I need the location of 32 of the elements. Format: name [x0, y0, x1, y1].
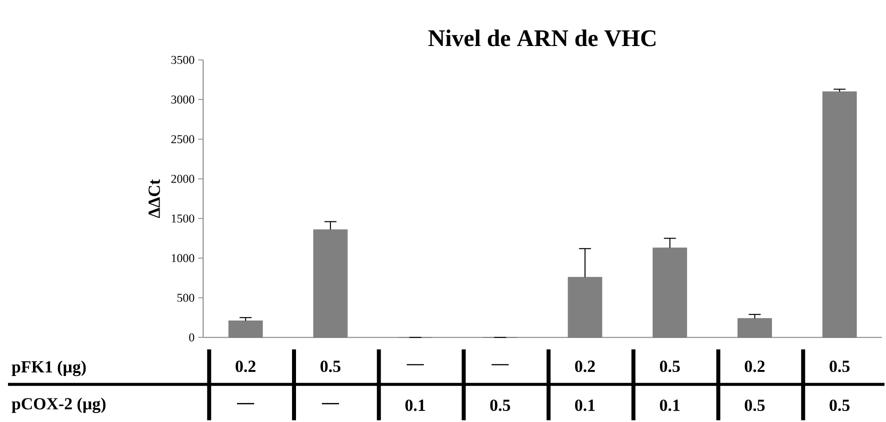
y-tick-label: 3500 [171, 56, 194, 64]
y-tick-label: 3000 [171, 95, 194, 104]
text: 0.1 [660, 399, 680, 411]
y-tick-label: 1500 [172, 214, 194, 222]
bar [228, 320, 263, 338]
y-axis-title: ΔΔCt [148, 179, 160, 218]
y-tick-label: 2500 [171, 135, 194, 144]
bar [822, 91, 857, 338]
y-tick-label: 2000 [171, 174, 194, 183]
y-tick-label: 500 [177, 294, 194, 302]
x-tick-label: 0.2 [236, 360, 256, 372]
text: — [322, 402, 340, 404]
x-tick-label: 0.2 [744, 360, 765, 372]
bar [652, 247, 688, 338]
text: 0.5 [830, 399, 850, 411]
chart-title: Nivel de ARN de VHC [428, 29, 656, 46]
y-tick-label: 1000 [172, 254, 194, 262]
text: 0.1 [405, 399, 425, 411]
x-tick-label: 0.5 [660, 360, 680, 372]
text: — [237, 402, 254, 404]
bar [313, 229, 348, 338]
text: 0.5 [744, 399, 765, 411]
x-tick-label: 0.5 [320, 360, 340, 372]
bar [738, 318, 772, 338]
text: 0.1 [575, 399, 595, 411]
x-tick-label: 0.5 [830, 360, 850, 372]
y-tick-label: 0 [189, 333, 194, 342]
text: pCOX-2 (µg) [12, 397, 106, 413]
x-tick-label: 0.2 [575, 360, 595, 372]
text: pFK1 (µg) [12, 360, 86, 376]
text: 0.5 [490, 399, 510, 411]
bar [568, 276, 602, 338]
